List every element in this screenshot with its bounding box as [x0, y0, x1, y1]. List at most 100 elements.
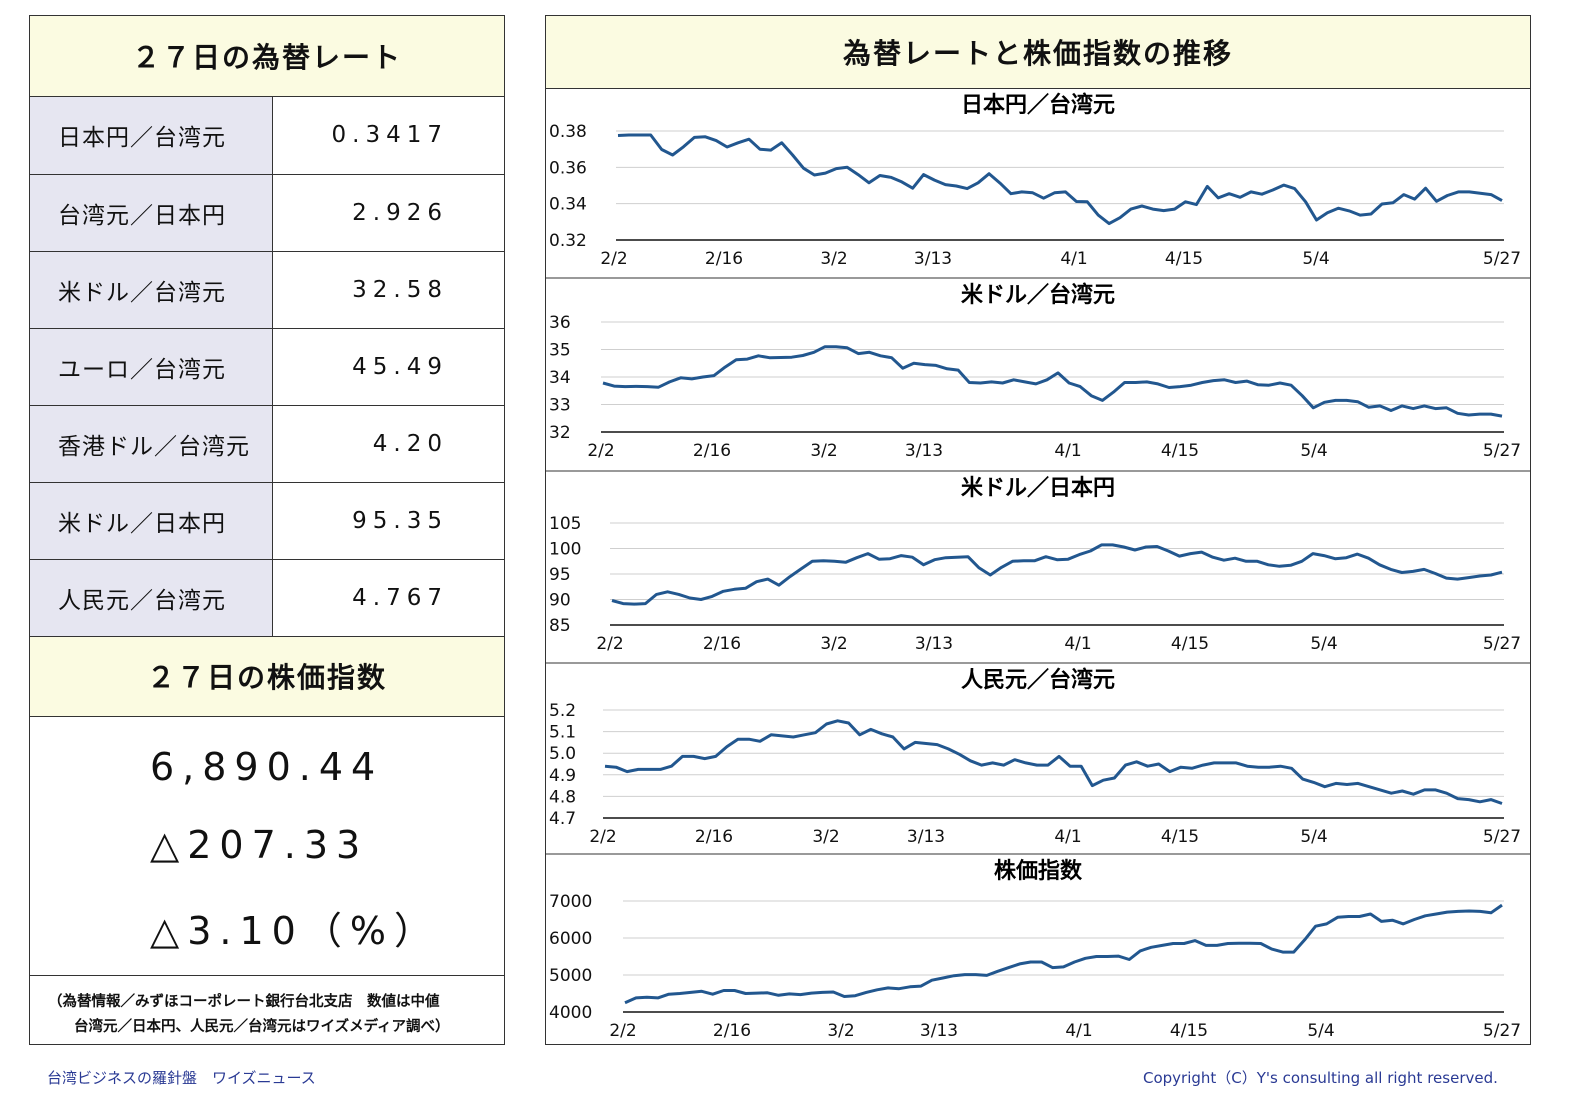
x-tick-label: 3/13 — [905, 441, 943, 461]
footer-site-name: 台湾ビジネスの羅針盤 ワイズニュース — [47, 1069, 316, 1087]
chart-title: 人民元／台湾元 — [961, 667, 1115, 693]
y-tick-label: 100 — [549, 540, 581, 560]
rate-row: 人民元／台湾元 4.767 — [30, 559, 504, 637]
rate-row: 日本円／台湾元 0.3417 — [30, 97, 504, 175]
y-tick-label: 4.8 — [549, 787, 576, 807]
stock-change-percent: △3.10（%） — [150, 908, 440, 953]
source-note-line2: 台湾元／日本円、人民元／台湾元はワイズメディア調べ） — [74, 1019, 450, 1035]
x-tick-label: 4/1 — [1054, 827, 1081, 847]
x-tick-label: 3/13 — [920, 1021, 958, 1041]
y-tick-label: 5.2 — [549, 701, 576, 721]
x-tick-label: 2/16 — [695, 827, 733, 847]
x-tick-label: 4/15 — [1171, 634, 1209, 654]
series-line — [604, 719, 1503, 805]
x-tick-label: 2/16 — [705, 249, 743, 269]
y-tick-label: 95 — [549, 565, 571, 585]
x-tick-label: 5/27 — [1483, 249, 1521, 269]
x-tick-label: 2/16 — [693, 441, 731, 461]
rate-label: 人民元／台湾元 — [30, 559, 273, 637]
rate-label: ユーロ／台湾元 — [30, 328, 273, 406]
x-tick-label: 2/2 — [609, 1021, 636, 1041]
charts-svg: 日本円／台湾元 0.38 0.36 0.34 0.32 2/2 2/16 3/2 3/13 4/1… — [546, 92, 1530, 1041]
y-tick-label: 5.0 — [549, 744, 576, 764]
rate-label: 台湾元／日本円 — [30, 174, 273, 252]
rate-row: 米ドル／台湾元 32.58 — [30, 251, 504, 329]
rate-value: 32.58 — [272, 251, 504, 329]
y-tick-label: 0.32 — [549, 231, 587, 251]
y-tick-label: 32 — [549, 423, 571, 443]
rate-row: 台湾元／日本円 2.926 — [30, 174, 504, 252]
chart-3: 米ドル／日本円 105 100 95 90 85 2/2 2/16 3/2 3/13 4/1 4/15… — [546, 470, 1530, 654]
y-tick-label: 35 — [549, 341, 571, 361]
rate-value: 0.3417 — [272, 97, 504, 175]
series-line — [611, 543, 1503, 606]
y-tick-label: 5.1 — [549, 723, 576, 743]
footer-copyright: Copyright（C）Y's consulting all right res… — [1143, 1069, 1498, 1087]
chart-title: 米ドル／日本円 — [961, 476, 1115, 501]
x-tick-label: 3/13 — [907, 827, 945, 847]
x-tick-label: 4/1 — [1064, 634, 1091, 654]
chart-5: 株価指数 7000 6000 5000 4000 2/2 2/16 3/2 3/13 4/1 4/1… — [546, 853, 1530, 1041]
stock-index-value: 6,890.44 — [150, 744, 384, 789]
rate-value: 2.926 — [272, 174, 504, 252]
x-tick-label: 5/27 — [1483, 634, 1521, 654]
series-line — [617, 133, 1503, 226]
x-tick-label: 3/13 — [915, 634, 953, 654]
rates-table: 日本円／台湾元 0.3417 台湾元／日本円 2.926 米ドル／台湾元 32.58 ユーロ… — [30, 97, 504, 637]
x-tick-label: 5/27 — [1483, 1021, 1521, 1041]
y-tick-label: 0.38 — [549, 122, 587, 142]
x-tick-label: 3/2 — [827, 1021, 854, 1041]
rates-title: ２７日の為替レート — [30, 16, 504, 97]
x-tick-label: 4/1 — [1065, 1021, 1092, 1041]
rate-row: ユーロ／台湾元 45.49 — [30, 328, 504, 406]
x-tick-label: 2/2 — [587, 441, 614, 461]
x-tick-label: 5/4 — [1302, 249, 1329, 269]
x-tick-label: 2/2 — [596, 634, 623, 654]
x-tick-label: 4/1 — [1054, 441, 1081, 461]
x-tick-label: 4/1 — [1060, 249, 1087, 269]
stock-title: ２７日の株価指数 — [30, 636, 504, 717]
x-tick-label: 5/4 — [1300, 827, 1327, 847]
x-tick-label: 3/2 — [820, 249, 847, 269]
x-tick-label: 5/4 — [1307, 1021, 1334, 1041]
x-tick-label: 3/2 — [812, 827, 839, 847]
rate-label: 米ドル／日本円 — [30, 482, 273, 560]
x-tick-label: 3/2 — [810, 441, 837, 461]
rate-label: 香港ドル／台湾元 — [30, 405, 273, 483]
y-tick-label: 33 — [549, 396, 571, 416]
series-line — [602, 345, 1503, 418]
chart-4: 人民元／台湾元 5.25.15.04.94.84.7 2/2 2/16 3/2 3/13 4… — [546, 662, 1530, 847]
x-tick-label: 5/27 — [1483, 827, 1521, 847]
rate-row: 香港ドル／台湾元 4.20 — [30, 405, 504, 483]
y-tick-label: 0.36 — [549, 158, 587, 178]
x-tick-label: 2/2 — [589, 827, 616, 847]
y-tick-label: 6000 — [549, 929, 592, 949]
x-tick-label: 3/13 — [914, 249, 952, 269]
y-tick-label: 4.7 — [549, 809, 576, 829]
x-tick-label: 3/2 — [820, 634, 847, 654]
rate-row: 米ドル／日本円 95.35 — [30, 482, 504, 560]
x-tick-label: 2/16 — [703, 634, 741, 654]
y-tick-label: 4.9 — [549, 766, 576, 786]
y-tick-label: 7000 — [549, 892, 592, 912]
rate-value: 95.35 — [272, 482, 504, 560]
x-tick-label: 2/2 — [600, 249, 627, 269]
y-tick-label: 90 — [549, 591, 571, 611]
chart-2: 米ドル／台湾元 36 35 34 33 32 2/2 2/16 3/2 3/13 4/1 4/15 5/… — [546, 277, 1530, 461]
y-tick-label: 36 — [549, 313, 571, 333]
x-tick-label: 4/15 — [1161, 441, 1199, 461]
charts-title: 為替レートと株価指数の推移 — [546, 16, 1530, 89]
rate-label: 日本円／台湾元 — [30, 97, 273, 175]
x-tick-label: 5/4 — [1300, 441, 1327, 461]
x-tick-label: 5/27 — [1483, 441, 1521, 461]
stock-change-value: △207.33 — [150, 822, 369, 867]
x-tick-label: 4/15 — [1170, 1021, 1208, 1041]
chart-title: 米ドル／台湾元 — [961, 282, 1115, 308]
x-tick-label: 4/15 — [1161, 827, 1199, 847]
rate-value: 45.49 — [272, 328, 504, 406]
rate-value: 4.20 — [272, 405, 504, 483]
chart-1: 日本円／台湾元 0.38 0.36 0.34 0.32 2/2 2/16 3/2 3/13 4/1… — [549, 92, 1521, 269]
chart-title: 日本円／台湾元 — [961, 92, 1115, 118]
x-tick-label: 4/15 — [1165, 249, 1203, 269]
y-tick-label: 105 — [549, 514, 581, 534]
